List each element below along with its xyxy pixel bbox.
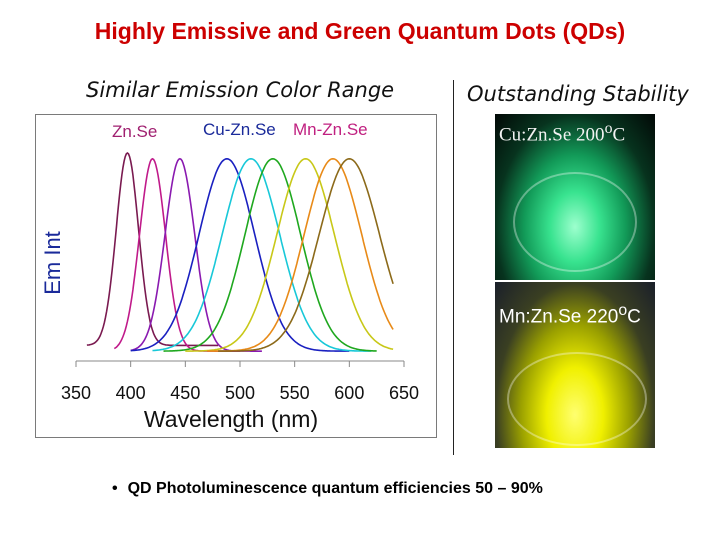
x-tick-label-450: 450 bbox=[170, 383, 200, 403]
x-axis-label: Wavelength (nm) bbox=[144, 406, 318, 432]
slide-title: Highly Emissive and Green Quantum Dots (… bbox=[94, 18, 626, 44]
x-tick-label-650: 650 bbox=[389, 383, 419, 403]
photo-label-mn-text: Mn:Zn.Se 220 bbox=[499, 306, 619, 328]
photo-label-mn: Mn:Zn.Se 220oC bbox=[499, 302, 641, 328]
flask-outline bbox=[513, 172, 637, 272]
flask-outline bbox=[507, 352, 647, 446]
photo-label-cu-unit: C bbox=[612, 124, 626, 146]
spectrum-line-6 bbox=[163, 157, 377, 352]
x-tick-label-500: 500 bbox=[225, 383, 255, 403]
x-tick-label-350: 350 bbox=[61, 383, 91, 403]
bullet-text: QD Photoluminescence quantum efficiencie… bbox=[127, 480, 543, 497]
column-divider bbox=[453, 80, 454, 455]
spectra-curves bbox=[86, 151, 394, 352]
spectrum-line-4 bbox=[130, 157, 350, 352]
photo-label-cu: Cu:Zn.Se 200oC bbox=[499, 120, 625, 146]
spectrum-line-5 bbox=[152, 157, 372, 352]
photo-label-cu-text: Cu:Zn.Se 200 bbox=[499, 124, 605, 146]
spectrum-line-9 bbox=[218, 157, 394, 352]
y-axis-label: Em Int bbox=[40, 231, 65, 295]
x-tick-label-600: 600 bbox=[334, 383, 364, 403]
x-tick-label-400: 400 bbox=[116, 383, 146, 403]
x-tick-labels: 350 400 450 500 550 600 650 bbox=[61, 383, 419, 403]
bullet-point: • QD Photoluminescence quantum efficienci… bbox=[112, 480, 543, 498]
bullet-dot-icon: • bbox=[112, 480, 118, 497]
photo-cu-znse-flask: Cu:Zn.Se 200oC bbox=[495, 114, 655, 280]
left-subheading: Similar Emission Color Range bbox=[86, 78, 395, 102]
x-tick-marks bbox=[75, 361, 405, 367]
x-tick-label-550: 550 bbox=[280, 383, 310, 403]
spectrum-line-7 bbox=[185, 157, 394, 352]
photo-label-cu-sup: o bbox=[604, 120, 613, 137]
right-subheading: Outstanding Stability bbox=[467, 82, 689, 106]
group-label-cu-znse: Cu-Zn.Se bbox=[203, 120, 276, 139]
photo-mn-znse-flask: Mn:Zn.Se 220oC bbox=[495, 282, 655, 448]
spectra-svg: 350 400 450 500 550 600 650 Wavelength (nm) Em… bbox=[40, 120, 419, 432]
group-label-mn-znse: Mn-Zn.Se bbox=[293, 120, 368, 139]
photo-label-mn-unit: C bbox=[627, 306, 641, 328]
group-label-znse: Zn.Se bbox=[112, 122, 157, 141]
spectrum-line-2 bbox=[113, 157, 240, 352]
photo-label-mn-sup: o bbox=[618, 302, 628, 319]
spectrum-line-1 bbox=[86, 151, 219, 347]
emission-spectra-chart: 350 400 450 500 550 600 650 Wavelength (nm) Em… bbox=[35, 114, 437, 438]
